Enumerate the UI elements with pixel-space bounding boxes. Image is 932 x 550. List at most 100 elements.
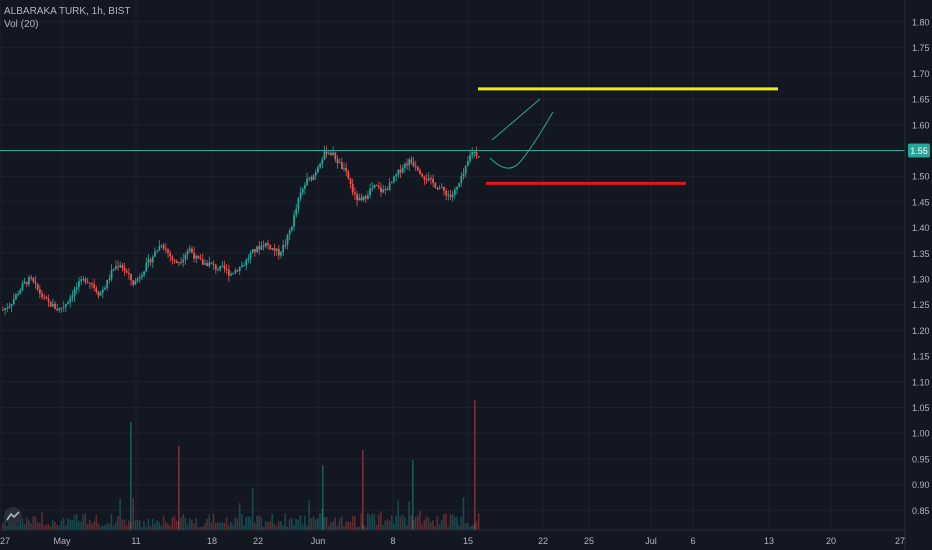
candle-body — [427, 178, 430, 181]
volume-bar — [334, 517, 337, 530]
volume-bar — [386, 518, 389, 530]
candle-body — [445, 190, 448, 196]
candle-body — [221, 265, 224, 267]
volume-bar — [345, 521, 347, 530]
candle-body — [138, 277, 141, 279]
candle-body — [112, 268, 115, 271]
candle-body — [340, 162, 343, 169]
volume-bar — [390, 515, 393, 530]
volume-bar — [143, 520, 145, 530]
candle-body — [154, 251, 156, 257]
volume-bar — [445, 513, 447, 530]
candle-body — [408, 159, 411, 166]
volume-bar — [425, 516, 428, 530]
volume-bar — [277, 520, 280, 530]
candle-body — [204, 263, 206, 265]
volume-bar — [91, 523, 93, 530]
candle-body — [245, 259, 248, 266]
candle-body — [451, 194, 454, 197]
candle-body — [414, 165, 417, 168]
candle-body — [304, 185, 306, 189]
candle-body — [21, 283, 24, 290]
volume-bar — [125, 525, 128, 530]
time-tick-label: 27 — [895, 536, 905, 546]
candle-body — [6, 307, 9, 309]
candle-body — [41, 293, 43, 298]
chart-grid — [0, 0, 906, 530]
volume-bar — [99, 526, 102, 530]
volume-bar — [273, 523, 276, 530]
candle-body — [288, 230, 291, 235]
candle-body — [466, 161, 469, 166]
candle-body — [212, 263, 215, 265]
volume-bar — [403, 517, 406, 530]
time-tick-label: 22 — [253, 536, 263, 546]
volume-bar — [323, 517, 326, 530]
candle-body — [69, 297, 72, 302]
candle-body — [136, 278, 139, 282]
candle-body — [201, 259, 204, 265]
volume-bar — [369, 515, 371, 530]
candle-body — [110, 270, 113, 280]
time-tick-label: 6 — [690, 536, 695, 546]
candle-body — [284, 244, 287, 246]
tradingview-logo[interactable] — [4, 507, 22, 525]
volume-bar — [19, 514, 21, 530]
price-axis: 1.80 1.75 1.70 1.65 1.60 1.55 1.50 1.45 1.40 1.35… — [904, 0, 930, 550]
candle-body — [49, 301, 52, 307]
candle-body — [60, 307, 63, 309]
candle-body — [456, 186, 458, 190]
volume-bar — [412, 520, 415, 530]
volume-bar — [299, 515, 302, 530]
volume-bar — [473, 524, 476, 530]
volume-bar — [451, 514, 454, 530]
volume-bar — [173, 516, 176, 530]
candle-body — [123, 267, 126, 271]
symbol-label[interactable]: ALBARAKA TURK, 1h, BIST — [4, 6, 131, 17]
volume-bar — [93, 521, 95, 530]
price-tick-label: 0.85 — [912, 506, 930, 516]
candle-body — [38, 289, 41, 294]
candle-body — [173, 259, 176, 262]
candle-body — [180, 262, 182, 264]
volume-bar — [171, 517, 174, 530]
volume-bar — [204, 523, 206, 530]
volume-bar — [321, 508, 323, 530]
volume-indicator-label[interactable]: Vol (20) — [4, 19, 39, 30]
volume-bar — [399, 516, 402, 530]
candle-body — [169, 252, 172, 257]
candle-body — [436, 187, 439, 189]
candle-body — [380, 187, 382, 193]
candle-body — [67, 301, 69, 305]
candle-body — [347, 171, 350, 179]
candle-body — [141, 275, 143, 278]
candle-body — [395, 174, 398, 177]
volume-bar — [410, 515, 413, 530]
candle-body — [19, 289, 22, 294]
volume-bar — [136, 519, 139, 530]
volume-bar — [223, 522, 226, 530]
candle-body — [397, 169, 400, 175]
time-tick-label: 20 — [826, 536, 836, 546]
candle-body — [306, 178, 308, 186]
candle-body — [469, 155, 471, 162]
volume-bar — [319, 513, 321, 530]
volume-bar — [28, 520, 30, 530]
candle-body — [51, 303, 54, 307]
candle-body — [377, 185, 380, 188]
volume-bar — [327, 525, 330, 530]
candle-body — [308, 177, 311, 179]
candle-body — [384, 189, 387, 191]
price-tick-label: 1.20 — [912, 326, 930, 336]
candle-body — [223, 265, 226, 270]
candle-body — [149, 259, 152, 263]
volume-bar — [95, 514, 98, 530]
candle-body — [2, 309, 4, 311]
candle-body — [458, 183, 461, 187]
volume-spike — [474, 400, 476, 530]
volume-bar — [156, 520, 158, 530]
candle-body — [97, 291, 100, 296]
candle-body — [390, 181, 393, 184]
candle-body — [327, 152, 330, 154]
